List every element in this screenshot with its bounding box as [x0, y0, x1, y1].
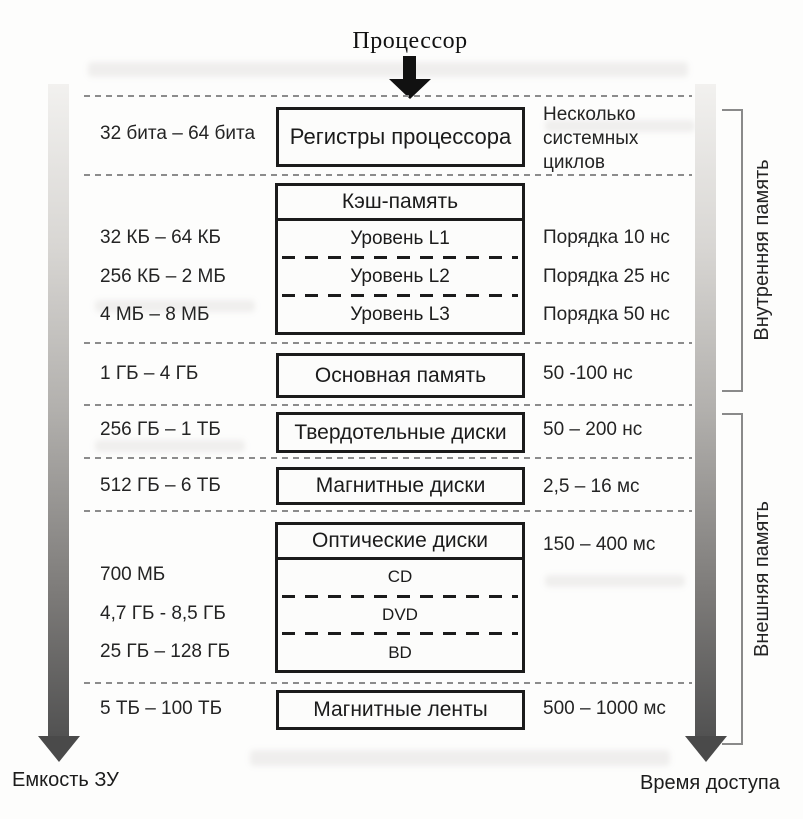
cache-divider: [282, 294, 518, 297]
cache-l2-time: Порядка 25 нс: [543, 266, 670, 287]
cache-divider: [282, 256, 518, 259]
optical-bd-capacity: 25 ГБ – 128 ГБ: [100, 641, 231, 662]
tape-capacity: 5 ТБ – 100 ТБ: [100, 698, 223, 719]
time-axis-label: Время доступа: [640, 772, 780, 794]
capacity-axis-arrowhead-icon: [38, 736, 80, 762]
cache-l1-time: Порядка 10 нс: [543, 227, 670, 248]
optical-dvd-capacity: 4,7 ГБ - 8,5 ГБ: [100, 603, 226, 624]
row-separator: [84, 682, 692, 684]
external-memory-bracket: [722, 413, 743, 745]
cache-l1-capacity: 32 КБ – 64 КБ: [100, 227, 222, 248]
scan-smudge: [545, 575, 685, 587]
scan-smudge: [95, 440, 245, 452]
registers-time: Несколько системных циклов: [543, 104, 639, 173]
cache-header: Кэш-память: [278, 186, 522, 221]
processor-arrowhead-icon: [389, 79, 431, 99]
optical-cd-capacity: 700 МБ: [100, 564, 166, 585]
internal-memory-label: Внутренняя память: [751, 159, 773, 341]
row-separator: [84, 457, 692, 459]
capacity-axis-label: Емкость ЗУ: [12, 769, 119, 791]
cache-level-l3: Уровень L3: [350, 303, 450, 325]
registers-capacity: 32 бита – 64 бита: [100, 123, 256, 144]
external-memory-label: Внешняя память: [751, 501, 773, 657]
ssd-time: 50 – 200 нс: [543, 419, 643, 440]
optical-box: Оптические диски CD DVD BD: [275, 522, 525, 673]
optical-level-dvd: DVD: [382, 605, 418, 624]
page-title: Процессор: [352, 28, 468, 54]
cache-l2-capacity: 256 КБ – 2 МБ: [100, 266, 226, 287]
row-separator: [84, 95, 692, 97]
scan-smudge: [250, 750, 670, 766]
time-axis-arrow: [695, 84, 716, 736]
cache-l3-time: Порядка 50 нс: [543, 304, 670, 325]
row-separator: [84, 342, 692, 344]
capacity-axis-arrow: [48, 84, 69, 736]
scan-smudge: [95, 300, 255, 312]
cache-level-l1: Уровень L1: [350, 227, 450, 249]
processor-arrow-icon: [403, 56, 416, 80]
tape-box: Магнитные ленты: [276, 690, 525, 730]
main-memory-capacity: 1 ГБ – 4 ГБ: [100, 363, 199, 384]
scan-smudge: [88, 62, 688, 77]
optical-divider: [282, 594, 518, 598]
internal-memory-bracket: [722, 109, 743, 392]
tape-time: 500 – 1000 мс: [543, 698, 666, 719]
optical-level-cd: CD: [387, 567, 413, 587]
optical-header: Оптические диски: [278, 525, 522, 560]
hdd-box: Магнитные диски: [276, 467, 525, 505]
scan-smudge: [545, 120, 695, 132]
row-separator: [84, 174, 692, 176]
cache-box: Кэш-память Уровень L1 Уровень L2 Уровень…: [275, 183, 525, 335]
registers-box: Регистры процессора: [276, 107, 525, 167]
ssd-box: Твердотельные диски: [276, 412, 525, 453]
main-memory-time: 50 -100 нс: [543, 363, 633, 384]
hdd-capacity: 512 ГБ – 6 ТБ: [100, 475, 221, 496]
cache-level-l2: Уровень L2: [350, 265, 450, 287]
cache-l3-capacity: 4 МБ – 8 МБ: [100, 304, 210, 325]
row-separator: [84, 404, 692, 406]
optical-level-bd: BD: [388, 642, 412, 662]
row-separator: [84, 510, 692, 512]
optical-time: 150 – 400 мс: [543, 534, 656, 555]
ssd-capacity: 256 ГБ – 1 ТБ: [100, 419, 221, 440]
hdd-time: 2,5 – 16 мс: [543, 476, 640, 497]
time-axis-arrowhead-icon: [685, 736, 727, 762]
main-memory-box: Основная память: [276, 353, 525, 398]
optical-divider: [282, 632, 518, 636]
